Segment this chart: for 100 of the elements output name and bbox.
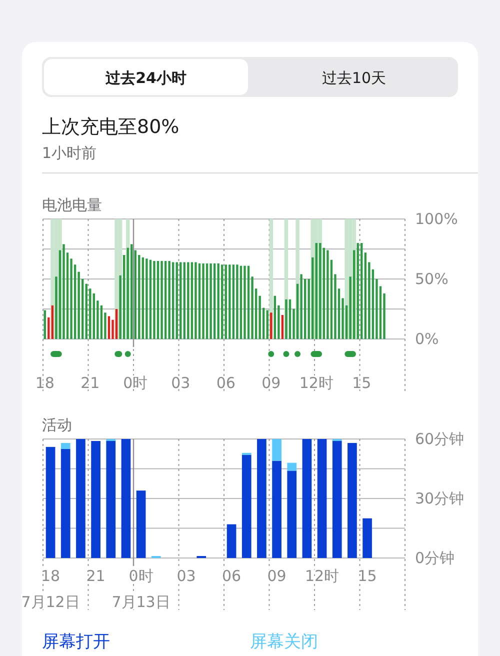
bar — [287, 470, 297, 558]
bar — [315, 243, 318, 339]
bar — [213, 263, 216, 339]
bar — [60, 448, 70, 558]
bar — [210, 263, 212, 339]
bar — [136, 490, 146, 558]
x-tick-label: 12时 — [299, 374, 334, 392]
bar — [300, 274, 302, 339]
bar — [247, 266, 250, 339]
text: 过去24小时 — [104, 69, 186, 87]
x-tick-label: 21 — [80, 374, 100, 392]
bar — [356, 243, 359, 339]
y-tick-label: 0分钟 — [415, 549, 455, 567]
text: 过去10天 — [322, 69, 386, 87]
bar — [228, 264, 231, 339]
bar — [51, 305, 54, 339]
x-tick-label: 09 — [267, 567, 286, 585]
bar — [194, 262, 197, 339]
bar — [85, 284, 88, 339]
bar — [312, 257, 314, 339]
bar — [126, 248, 129, 339]
bar — [232, 264, 235, 339]
bar — [244, 266, 246, 339]
bar — [190, 262, 194, 339]
bar — [332, 440, 342, 558]
text: 屏幕关闭 — [250, 632, 318, 652]
bar — [156, 261, 160, 339]
bar — [281, 315, 284, 339]
x-tick-label: 15 — [358, 567, 377, 585]
bar — [91, 440, 100, 558]
bar — [217, 263, 220, 339]
bar — [274, 296, 276, 339]
bar — [160, 261, 163, 339]
text: 屏幕打开 — [42, 632, 110, 652]
bar — [353, 250, 356, 339]
bar — [302, 439, 312, 558]
bar — [242, 454, 252, 558]
bar — [236, 264, 238, 339]
bar — [149, 260, 152, 339]
bar — [202, 263, 204, 339]
bar — [272, 460, 282, 558]
bar — [326, 250, 329, 339]
bar — [187, 262, 190, 339]
bar — [106, 440, 116, 558]
bar — [115, 309, 118, 339]
bar — [121, 439, 131, 558]
x-tick-label: 0时 — [123, 374, 148, 392]
bar — [221, 264, 224, 339]
bar — [272, 439, 282, 461]
bar — [146, 258, 148, 339]
bar — [142, 257, 144, 339]
bar — [226, 524, 236, 558]
text: 上次充电至80% — [42, 116, 180, 138]
bar — [153, 261, 156, 339]
bar — [257, 439, 266, 558]
bar — [130, 244, 133, 339]
bar — [322, 248, 326, 339]
x-tick-label: 12时 — [304, 567, 340, 585]
x-tick-label: 21 — [86, 567, 106, 585]
x-tick-label: 15 — [352, 374, 372, 392]
x-tick-label: 0时 7月13日 — [112, 567, 170, 611]
y-tick-label: 30分钟 — [415, 490, 464, 508]
bar — [76, 439, 86, 558]
x-tick-label: 18 — [35, 374, 54, 392]
x-tick-label: 09 — [262, 374, 281, 392]
y-tick-label: 0% — [415, 330, 439, 348]
y-tick-label: 60分钟 — [415, 430, 464, 448]
bar — [92, 293, 95, 339]
bar — [240, 266, 242, 339]
bar — [270, 312, 272, 339]
bar — [206, 263, 208, 339]
bar — [48, 317, 50, 339]
bar — [360, 243, 363, 339]
x-tick-label: 03 — [171, 374, 190, 392]
y-tick-label: 100% — [415, 210, 458, 228]
chart-title: 电池电量 — [42, 196, 102, 214]
y-tick-label: 50% — [415, 270, 448, 288]
bar — [287, 462, 297, 471]
bar — [172, 262, 174, 339]
bar — [122, 255, 126, 339]
bar — [180, 262, 182, 339]
bar — [288, 299, 292, 339]
bar — [266, 310, 268, 339]
bar — [108, 316, 110, 339]
bar — [285, 299, 288, 339]
x-tick-label: 06 — [216, 374, 236, 392]
bar — [317, 439, 327, 558]
bar — [198, 263, 201, 339]
bar — [319, 243, 322, 339]
x-tick-label: 06 — [222, 567, 242, 585]
bar — [134, 250, 136, 339]
bar — [168, 261, 170, 339]
text: 1小时前 — [42, 144, 97, 162]
bar — [44, 310, 46, 339]
x-tick-label: 18 7月12日 — [21, 567, 80, 611]
bar — [362, 518, 372, 558]
bar — [176, 262, 178, 339]
bar — [364, 252, 366, 339]
x-tick-label: 03 — [176, 567, 196, 585]
chart-title: 活动 — [42, 416, 72, 434]
